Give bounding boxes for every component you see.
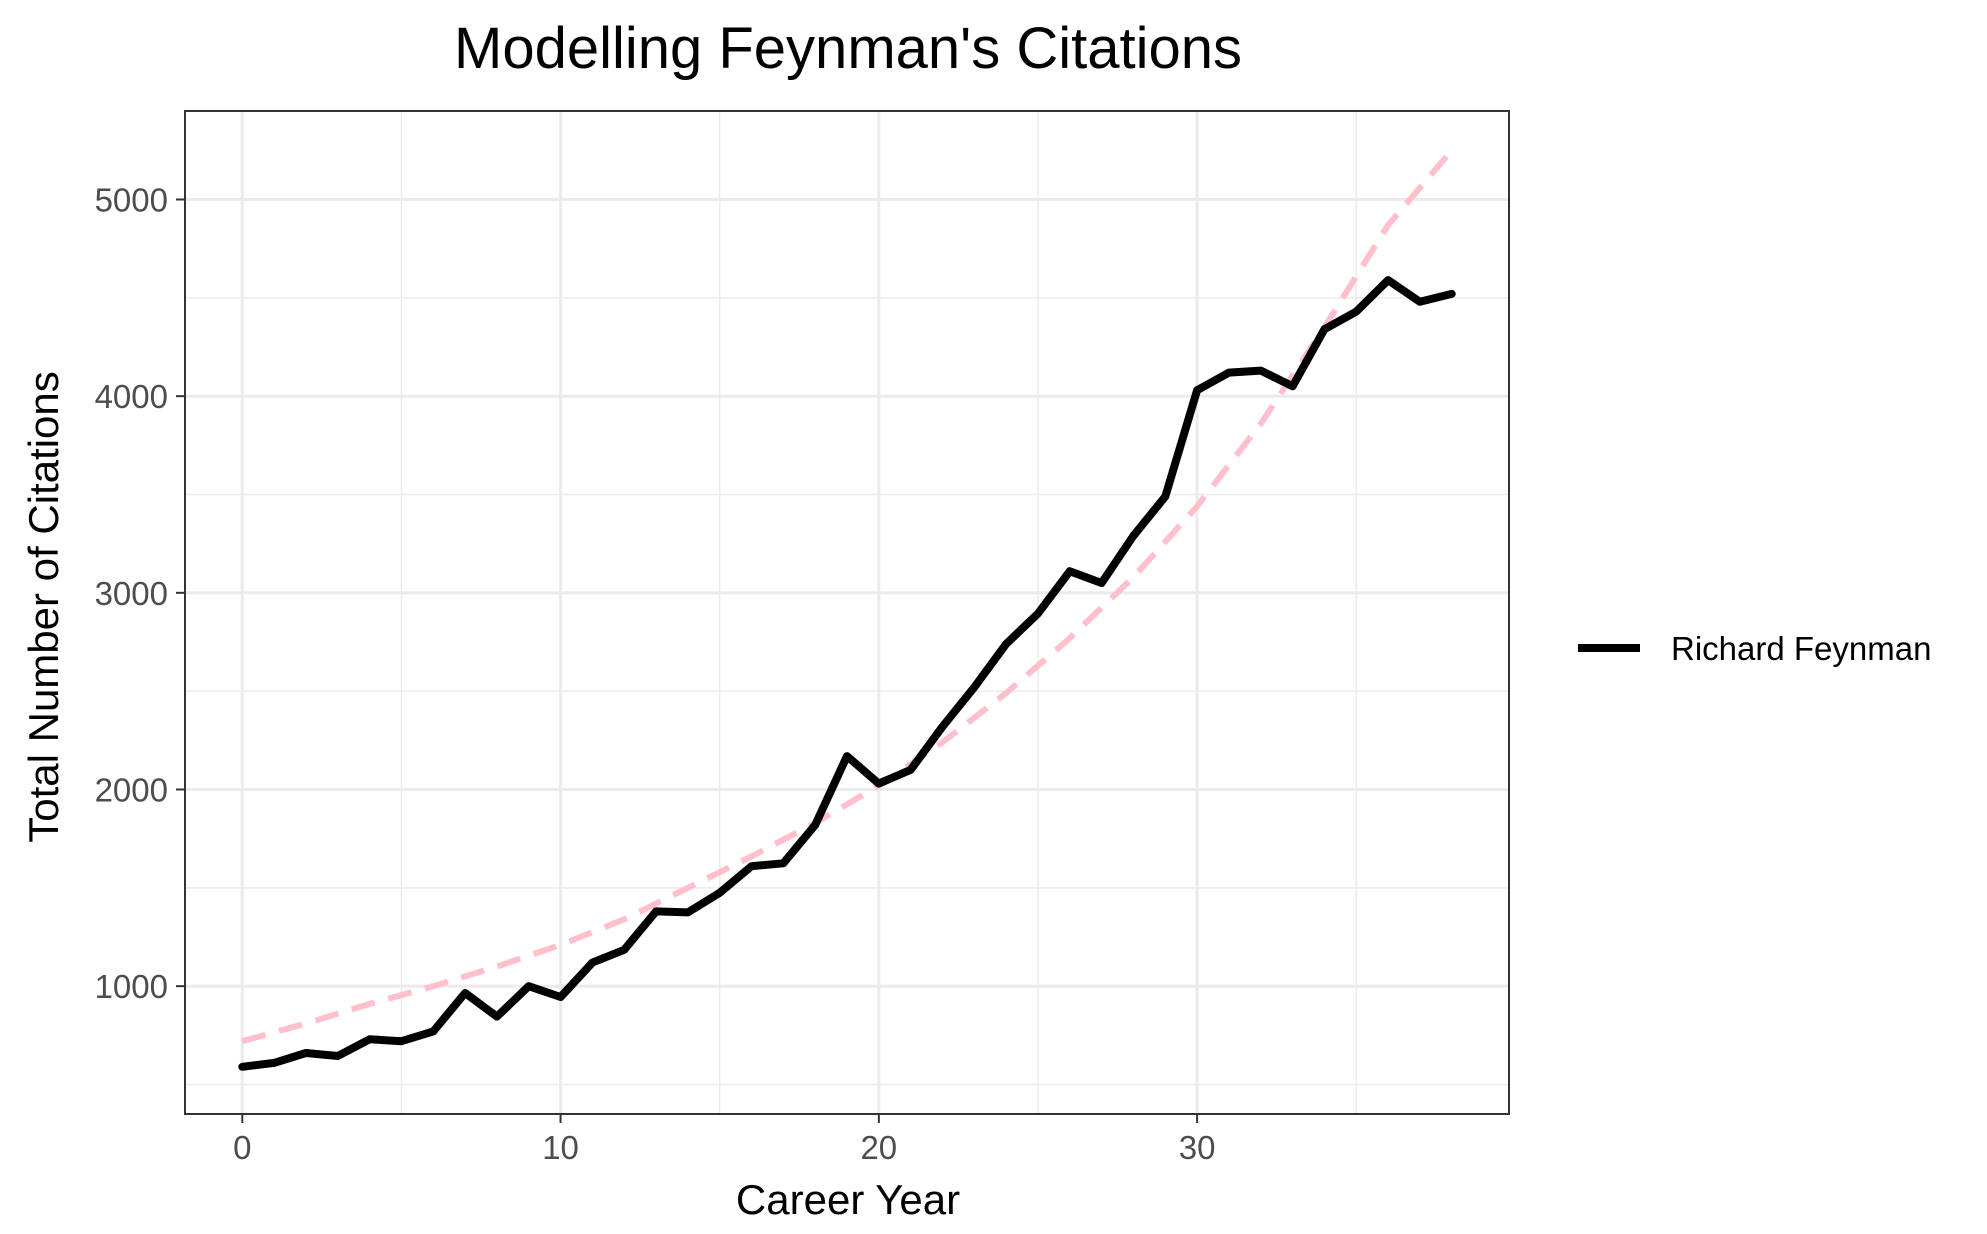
axis-ticks: 1000 2000 3000 4000 5000 0 10 20 30 [95,182,1216,1167]
legend: Richard Feynman [1578,630,1931,667]
series-line-richard-feynman [238,276,1456,1071]
x-tick-label: 0 [233,1129,251,1166]
chart-title: Modelling Feynman's Citations [454,16,1242,81]
y-tick-label: 5000 [95,182,168,219]
grid [185,111,1509,1114]
x-axis-title: Career Year [736,1176,960,1223]
y-tick-label: 4000 [95,378,168,415]
plot-panel-border [184,110,1510,1115]
y-tick-label: 1000 [95,968,168,1005]
y-axis-title: Total Number of Citations [20,371,67,843]
legend-label-richard-feynman: Richard Feynman [1671,630,1931,667]
series-line-fit [241,148,1454,1045]
y-tick-label: 2000 [95,772,168,809]
series-layer [238,148,1456,1071]
x-tick-label: 20 [860,1129,897,1166]
y-tick-label: 3000 [95,575,168,612]
x-tick-label: 30 [1179,1129,1216,1166]
x-tick-label: 10 [542,1129,579,1166]
